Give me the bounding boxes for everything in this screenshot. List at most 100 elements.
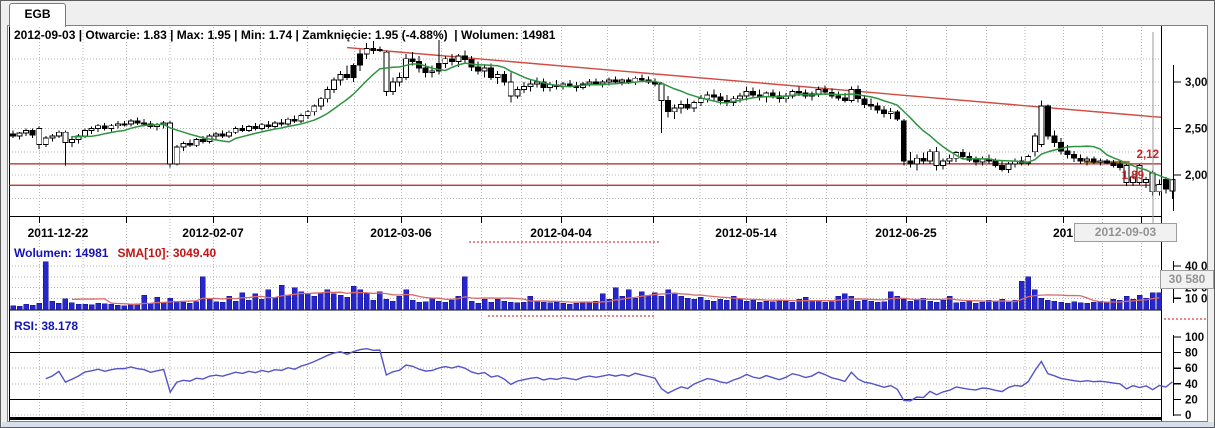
volume-bar — [881, 301, 887, 310]
price-sma-line — [71, 62, 1173, 181]
volume-bar — [612, 287, 619, 310]
candle-body — [324, 88, 331, 100]
volume-bar — [796, 298, 802, 310]
candle-body — [226, 131, 233, 137]
volume-sma-label: SMA[10]: 3049.40 — [117, 246, 217, 260]
rsi-axis-label: 0 — [1185, 410, 1191, 421]
volume-bar — [901, 298, 907, 310]
volume-bar — [1018, 280, 1025, 310]
rsi-axis-label: 80 — [1185, 348, 1198, 360]
candle-body — [82, 129, 89, 137]
volume-bar — [1032, 289, 1038, 310]
volume-bar — [160, 301, 167, 310]
volume-bar — [390, 301, 396, 310]
volume-bar — [416, 301, 422, 310]
volume-bar — [383, 299, 390, 310]
candle-body — [134, 120, 141, 124]
volume-bar — [861, 299, 868, 310]
volume-bar — [403, 289, 409, 310]
volume-bar — [750, 299, 756, 310]
volume-bar — [213, 301, 219, 310]
candle-body — [658, 83, 665, 102]
candle-body — [488, 67, 495, 78]
volume-bar — [711, 301, 717, 310]
volume-bar — [324, 289, 331, 310]
volume-bar — [1110, 298, 1117, 310]
candle-body — [1130, 176, 1137, 183]
volume-bar — [75, 303, 82, 310]
volume-bar — [665, 289, 671, 310]
crosshair-volume-box: 30 580 — [1160, 270, 1214, 289]
volume-bar — [494, 299, 501, 310]
candle-body — [861, 98, 868, 105]
volume-bar — [350, 286, 357, 310]
volume-bar — [822, 302, 828, 310]
volume-bar — [652, 292, 658, 310]
volume-bar — [874, 302, 881, 310]
volume-bar — [927, 301, 933, 310]
volume-bar — [1077, 302, 1084, 310]
volume-bar — [481, 298, 488, 310]
rsi-axis-label: 40 — [1185, 379, 1198, 391]
candle-body — [357, 53, 364, 66]
volume-bar — [285, 295, 291, 310]
volume-bar — [940, 299, 946, 310]
volume-bar — [1156, 292, 1162, 310]
candle-body — [959, 152, 966, 157]
candle-body — [946, 157, 953, 162]
volume-bar — [88, 304, 95, 310]
candle-body — [1005, 163, 1012, 170]
x-axis-label: 2012-06-25 — [875, 226, 937, 240]
volume-bar — [593, 301, 599, 310]
candle-body — [1090, 158, 1097, 163]
candle-body — [796, 90, 802, 94]
candle-body — [593, 81, 599, 85]
volume-bar — [1005, 302, 1012, 310]
volume-bar — [855, 301, 861, 310]
candle-body — [127, 120, 134, 125]
candle-body — [710, 94, 717, 98]
volume-bar — [147, 303, 154, 310]
candle-body — [920, 157, 927, 162]
volume-bar — [219, 302, 226, 310]
volume-bar — [377, 291, 383, 310]
candle-body — [940, 160, 947, 167]
candle-body — [671, 107, 678, 113]
chart-canvas[interactable]: 2011-12-22 2012-02-07 2012-03-06 2012-04-04… — [8, 26, 1207, 421]
volume-bar — [567, 303, 573, 310]
candle-body — [213, 133, 220, 137]
volume-bar — [1130, 298, 1136, 310]
candle-body — [999, 165, 1005, 170]
volume-bar — [278, 285, 285, 310]
candle-body — [49, 135, 56, 139]
volume-bar — [933, 302, 940, 310]
trend-line — [346, 46, 1162, 119]
volume-bar — [455, 295, 462, 310]
support-price-label-189: 1,89 — [1121, 170, 1144, 182]
candle-body — [1136, 165, 1143, 183]
candle-body — [697, 98, 704, 103]
candle-body — [927, 151, 933, 162]
volume-bar — [488, 302, 494, 310]
candle-body — [520, 86, 527, 90]
tab-egb[interactable]: EGB — [9, 3, 66, 27]
candle-body — [304, 111, 311, 116]
candle-body — [62, 131, 69, 143]
candle-body — [173, 146, 180, 165]
volume-bar — [521, 302, 527, 310]
volume-bar — [553, 302, 560, 310]
rsi-line — [45, 347, 1173, 402]
candle-body — [141, 122, 147, 125]
volume-sma-line — [71, 291, 1160, 305]
candle-body — [298, 115, 305, 122]
volume-bar — [691, 299, 697, 310]
candle-body — [442, 58, 449, 64]
volume-bar — [370, 300, 376, 310]
volume-bar — [920, 298, 927, 310]
volume-bar — [36, 303, 42, 310]
volume-bar — [1025, 276, 1031, 310]
candle-body — [23, 129, 30, 134]
rsi-axis-label: 100 — [1185, 332, 1204, 344]
candle-body — [462, 55, 468, 61]
volume-bar — [462, 276, 468, 310]
